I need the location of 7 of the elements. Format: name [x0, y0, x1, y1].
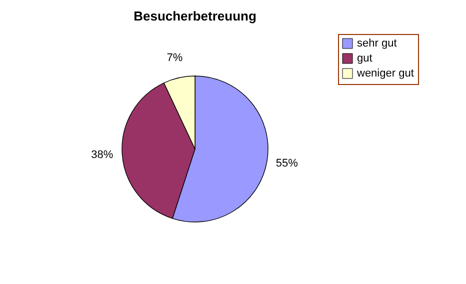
data-label: 38%	[91, 148, 114, 161]
legend-label: gut	[357, 52, 372, 64]
legend-label: weniger gut	[356, 68, 414, 80]
legend-label: sehr gut	[357, 38, 397, 50]
data-label: 55%	[276, 158, 298, 170]
chart-title: Besucherbetreuung	[134, 8, 256, 24]
data-label: 7%	[166, 52, 183, 64]
